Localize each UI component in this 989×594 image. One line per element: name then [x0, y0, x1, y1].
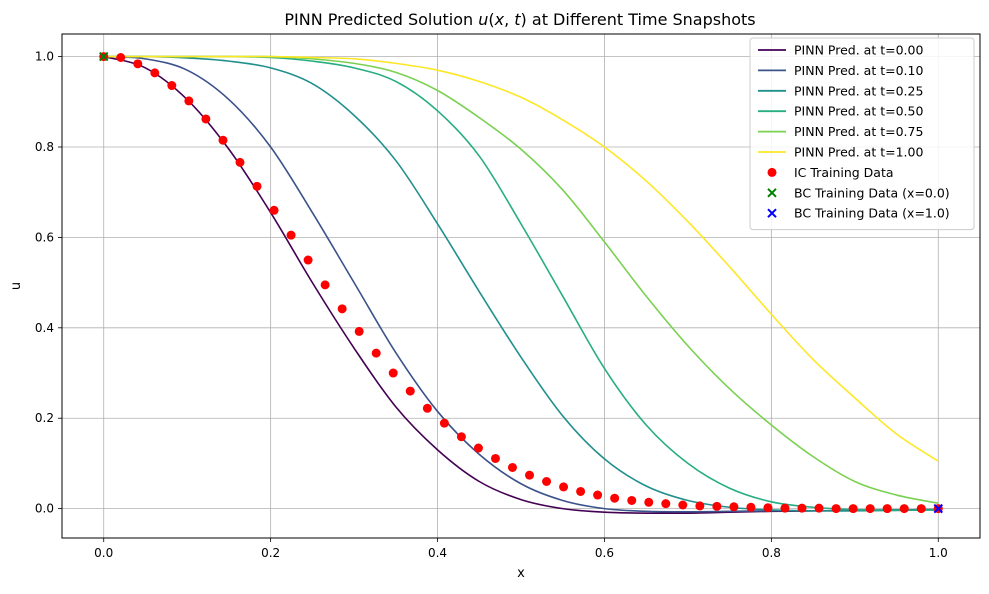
legend-swatch — [767, 167, 777, 177]
ic-point — [712, 501, 722, 511]
ic-point — [490, 453, 500, 463]
ic-point — [303, 255, 313, 265]
ic-point — [661, 499, 671, 509]
x-tick-label: 0.4 — [428, 546, 447, 560]
ic-point — [337, 304, 347, 314]
ic-point — [388, 368, 398, 378]
legend-label: PINN Pred. at t=0.50 — [794, 104, 923, 119]
x-tick-label: 0.8 — [762, 546, 781, 560]
x-tick-label: 0.2 — [261, 546, 280, 560]
ic-point — [729, 502, 739, 512]
ic-point — [201, 114, 211, 124]
ic-point — [627, 495, 637, 505]
legend-box — [749, 37, 975, 231]
ic-point — [269, 205, 279, 215]
ic-point — [559, 482, 569, 492]
ic-point — [371, 348, 381, 358]
ic-point — [593, 490, 603, 500]
ic-point — [525, 470, 535, 480]
bc-point-1 — [99, 51, 109, 62]
ic-point — [116, 53, 126, 63]
y-tick-label: 0.8 — [35, 140, 54, 154]
ic-point — [507, 462, 517, 472]
ic-point — [848, 504, 858, 514]
bc-point-2 — [933, 503, 943, 514]
chart-title: PINN Predicted Solution u(x, t) at Diffe… — [284, 10, 755, 29]
legend: PINN Pred. at t=0.00 PINN Pred. at t=0.10… — [749, 37, 975, 231]
ic-point — [150, 68, 160, 78]
ic-point — [576, 486, 586, 496]
y-tick-label: 0.6 — [35, 230, 54, 244]
ic-point — [814, 503, 824, 513]
x-axis-label: x — [517, 566, 525, 581]
y-tick-label: 1.0 — [35, 50, 54, 64]
ic-point — [422, 403, 432, 413]
ic-point — [354, 326, 364, 336]
x-tick-label: 1.0 — [929, 546, 948, 560]
y-tick-label: 0.2 — [35, 411, 54, 425]
ic-point — [746, 502, 756, 512]
ic-point — [456, 432, 466, 442]
ic-point — [542, 476, 552, 486]
legend-label: PINN Pred. at t=0.00 — [794, 43, 923, 58]
ic-point — [916, 504, 926, 514]
series-line-5 — [103, 55, 939, 462]
ic-point — [610, 493, 620, 503]
plot-lines — [103, 55, 939, 515]
x-tick-label: 0.0 — [94, 546, 113, 560]
plot-frame — [61, 33, 981, 539]
y-tick-label: 0.0 — [35, 502, 54, 516]
ic-point — [133, 59, 143, 69]
ic-point — [439, 418, 449, 428]
y-axis-label: u — [9, 282, 24, 290]
legend-label: PINN Pred. at t=1.00 — [794, 145, 923, 160]
ic-point — [473, 443, 483, 453]
ic-point — [252, 181, 262, 191]
ic-point — [797, 503, 807, 513]
ic-point — [865, 504, 875, 514]
ic-point — [899, 504, 909, 514]
legend-label: PINN Pred. at t=0.25 — [794, 83, 923, 98]
ic-point — [763, 503, 773, 513]
legend-swatch — [767, 188, 777, 198]
ic-point — [678, 500, 688, 510]
plot-markers — [99, 51, 943, 514]
legend-label: BC Training Data (x=0.0) — [794, 185, 950, 200]
legend-label: BC Training Data (x=1.0) — [794, 206, 950, 221]
series-line-2 — [103, 55, 939, 512]
ic-point — [167, 81, 177, 91]
legend-label: PINN Pred. at t=0.10 — [794, 63, 923, 78]
axis-ticks: 0.0 0.2 0.4 0.6 0.8 1.0 0.0 0.2 0.4 0.6 0.8 1.0 — [35, 50, 948, 560]
ic-point — [882, 504, 892, 514]
ic-point — [405, 386, 415, 396]
ic-point — [184, 96, 194, 106]
ic-point — [644, 497, 654, 507]
legend-label: PINN Pred. at t=0.75 — [794, 124, 923, 139]
x-tick-label: 0.6 — [595, 546, 614, 560]
ic-point — [780, 503, 790, 513]
ic-point — [218, 135, 228, 145]
ic-point — [320, 280, 330, 290]
ic-point — [235, 157, 245, 167]
ic-point — [286, 230, 296, 240]
y-tick-label: 0.4 — [35, 321, 54, 335]
legend-label: IC Training Data — [794, 165, 894, 180]
ic-point — [831, 504, 841, 514]
legend-swatch — [767, 208, 777, 218]
ic-point — [695, 501, 705, 511]
